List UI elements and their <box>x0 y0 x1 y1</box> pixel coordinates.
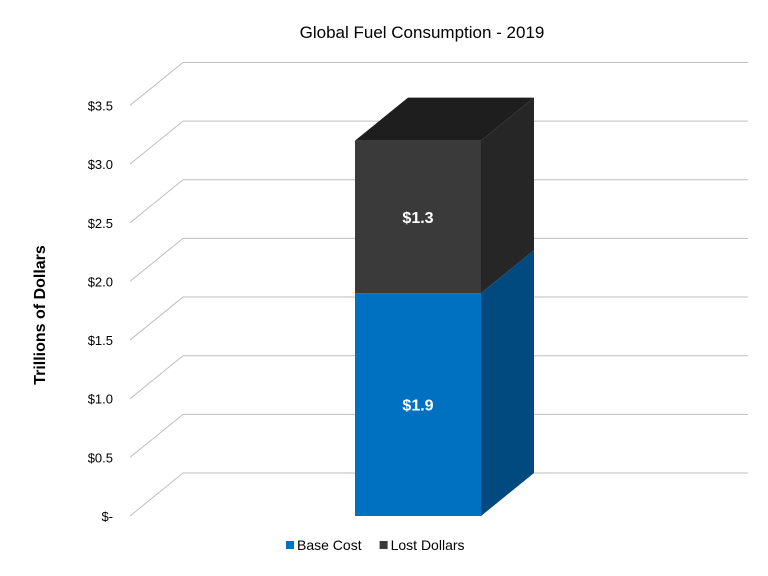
y-tick-label: $2.0 <box>88 274 113 289</box>
bar-segment-lost-dollars: $1.3 <box>355 97 534 294</box>
gridline <box>129 413 748 458</box>
legend-swatch <box>379 541 388 549</box>
y-tick-label: $2.5 <box>88 216 113 231</box>
gridline <box>129 237 748 282</box>
data-label: $1.3 <box>402 210 433 227</box>
bar-side-face <box>481 250 534 516</box>
data-label: $1.9 <box>402 398 433 415</box>
y-axis-label: Trillions of Dollars <box>32 245 49 385</box>
bar-front-face <box>355 293 481 516</box>
gridline <box>129 355 748 400</box>
y-tick-label: $0.5 <box>88 450 113 465</box>
chart-title: Global Fuel Consumption - 2019 <box>300 23 545 42</box>
y-tick-label: $1.5 <box>88 333 113 348</box>
y-tick-label: $3.5 <box>88 98 113 113</box>
gridline <box>129 472 748 517</box>
bar-stack: $1.9 $1.3 <box>355 97 534 516</box>
gridline <box>129 61 748 106</box>
bar-side-face <box>481 97 534 294</box>
gridline <box>129 179 748 224</box>
legend-entry: Base Cost <box>297 537 362 553</box>
y-tick-label: $3.0 <box>88 157 113 172</box>
y-tick-label: $- <box>101 509 113 524</box>
legend-entry: Lost Dollars <box>391 537 465 553</box>
legend: Base Cost Lost Dollars <box>286 537 465 553</box>
gridlines <box>129 61 748 517</box>
bar-front-face <box>355 140 481 294</box>
gridline <box>129 120 748 165</box>
gridline <box>129 296 748 341</box>
y-axis-ticks: $- $0.5 $1.0 $1.5 $2.0 $2.5 $3.0 $3.5 <box>88 98 113 524</box>
bar-segment-base-cost: $1.9 <box>355 250 534 516</box>
y-tick-label: $1.0 <box>88 392 113 407</box>
legend-swatch <box>286 541 294 549</box>
bar-top-face <box>355 97 534 141</box>
